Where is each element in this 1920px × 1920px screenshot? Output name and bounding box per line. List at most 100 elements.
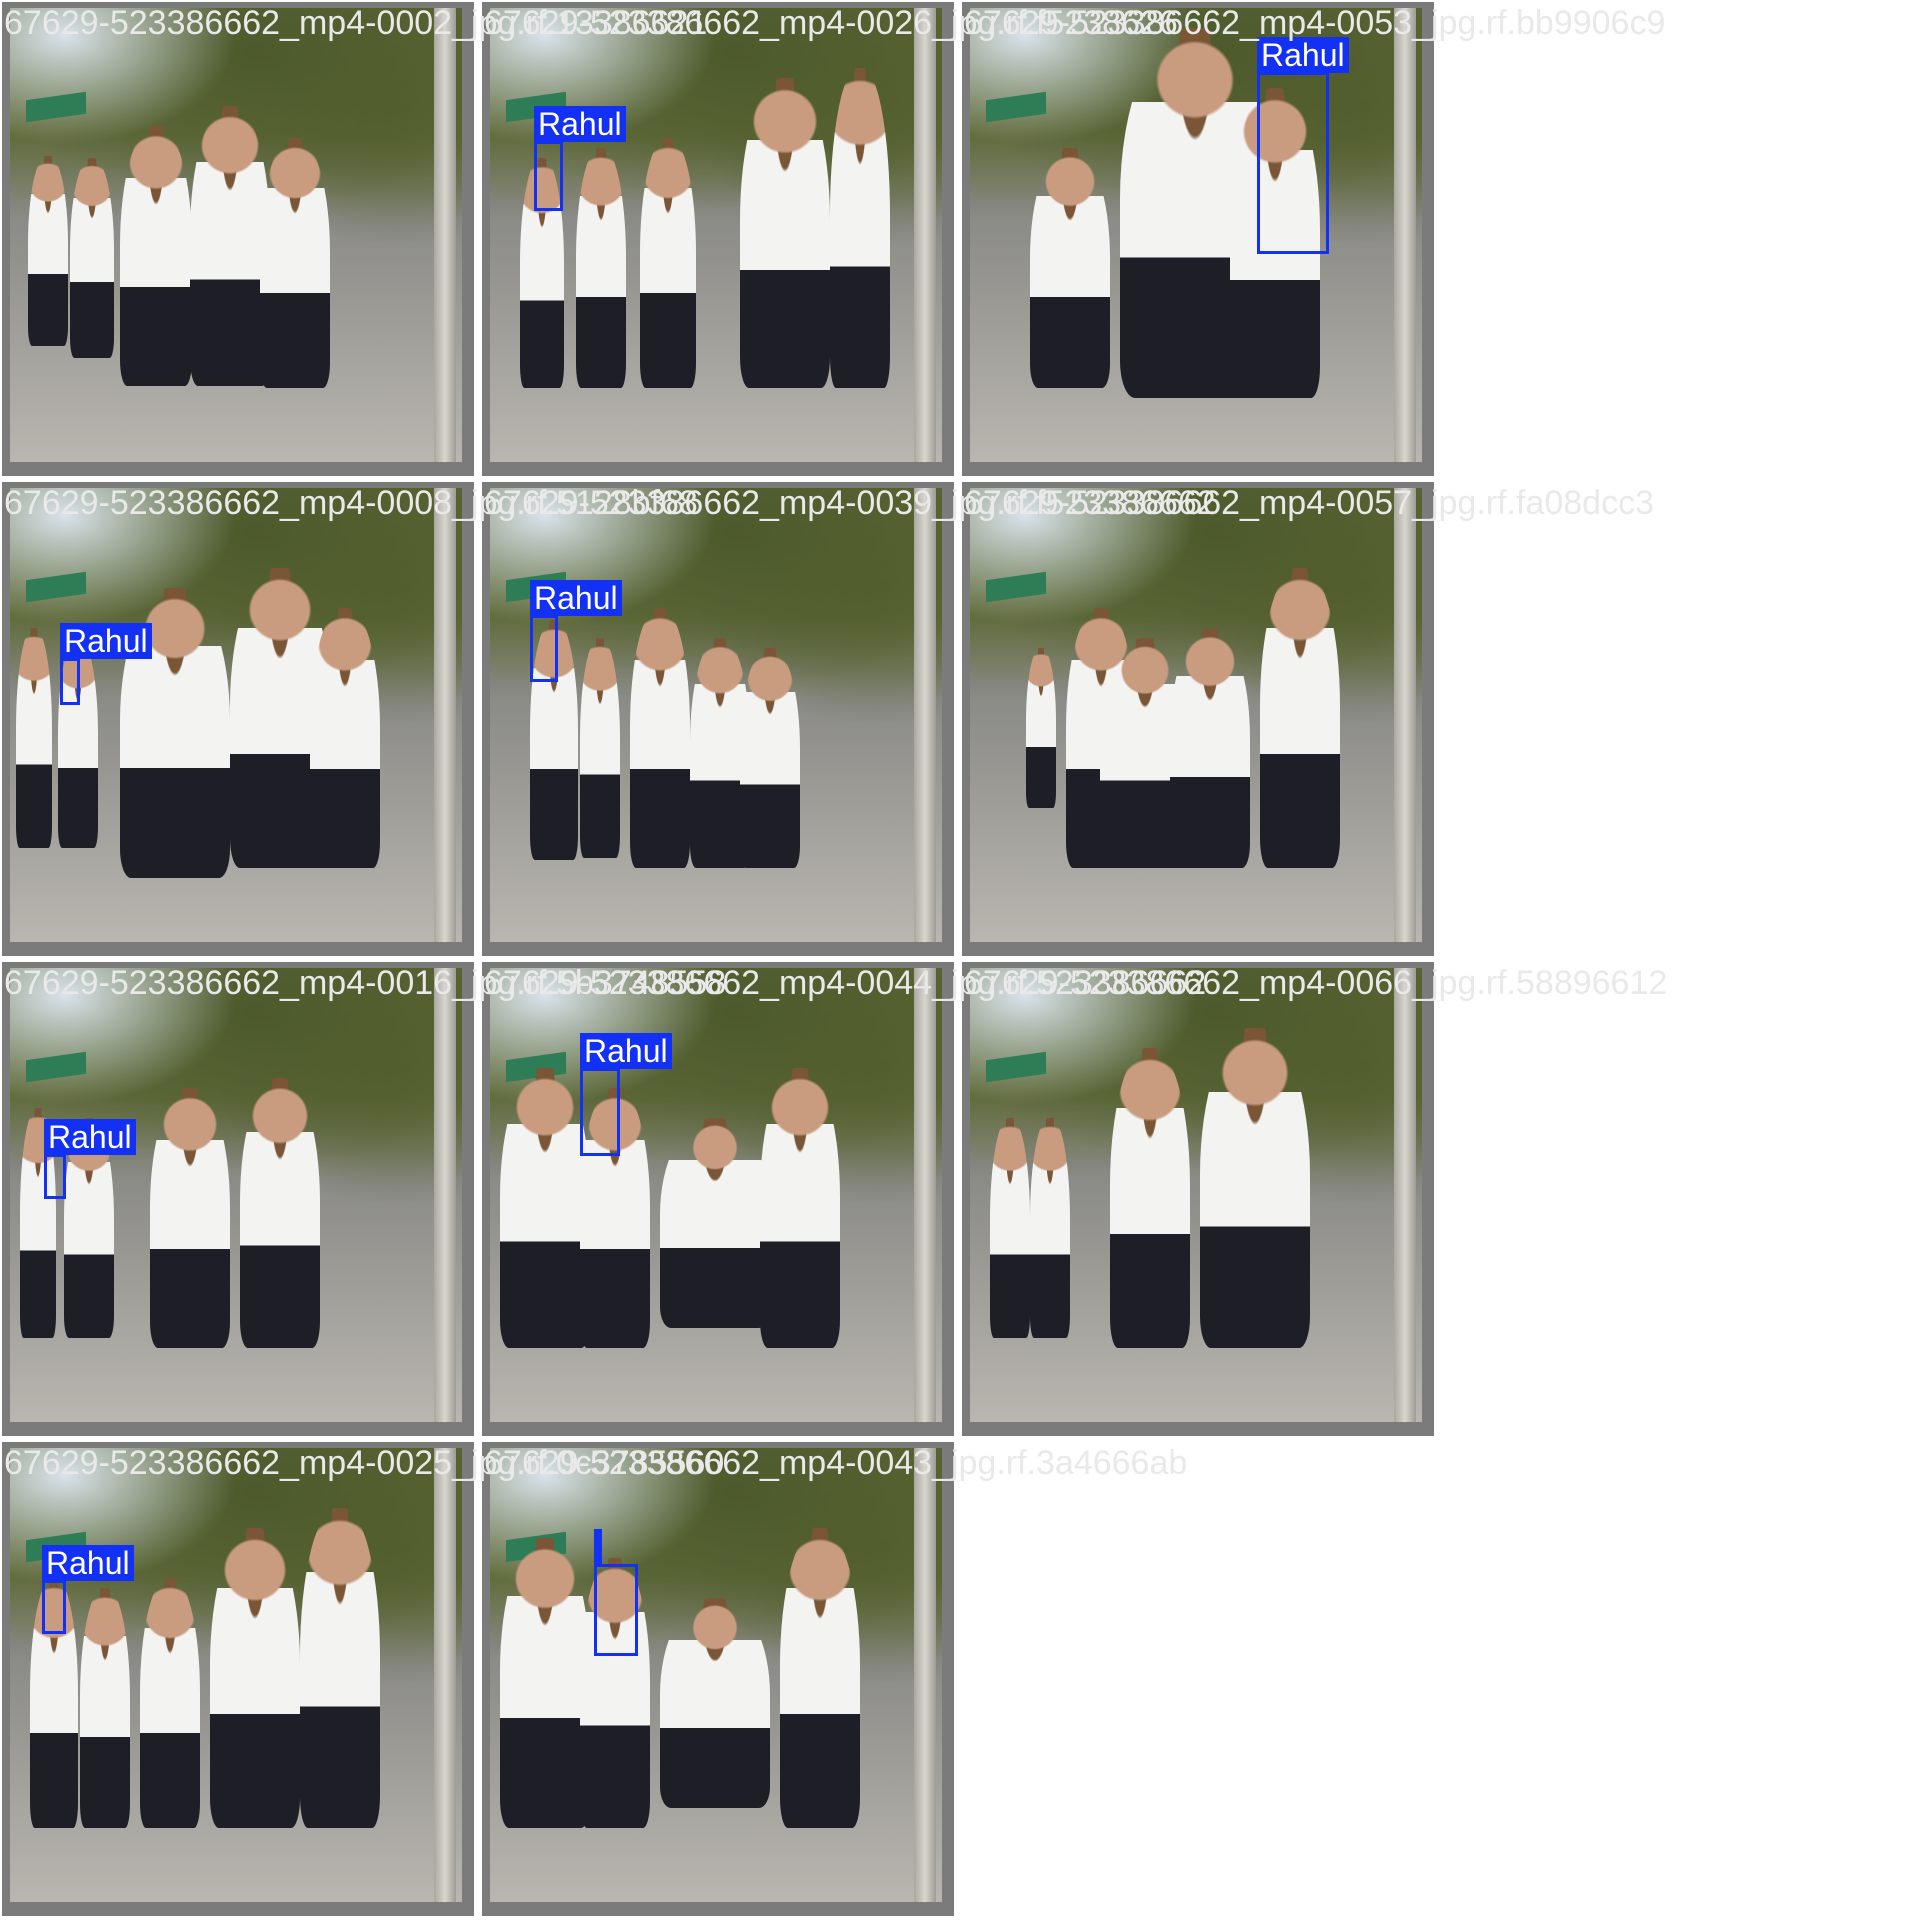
person — [70, 158, 114, 358]
person — [30, 1578, 78, 1828]
image-filename: 67629-523386662_mp4-0002_jpg.rf.13386621 — [4, 4, 708, 42]
pillar — [434, 968, 456, 1422]
person — [520, 158, 564, 388]
person — [1110, 1048, 1190, 1348]
person — [740, 648, 800, 868]
photo — [970, 968, 1422, 1422]
photo: Rahul — [490, 8, 942, 462]
bounding-box: Rahul — [534, 106, 626, 211]
bounding-box — [594, 1529, 638, 1656]
person — [760, 1068, 840, 1348]
class-label — [594, 1529, 602, 1565]
image-filename: 67629-523386662_mp4-0016_jpg.rf.5b374855… — [4, 964, 727, 1002]
person — [530, 620, 578, 860]
image-filename: 67629-523386662_mp4-0043_jpg.rf.3a4666ab — [484, 1444, 1188, 1482]
image-filename: 67629-523386662_mp4-0026_jpg.rf.f5238626 — [484, 4, 1178, 42]
person — [640, 138, 696, 388]
pillar — [914, 1448, 936, 1902]
image-filename: 67629-523386662_mp4-0039_jpg.rf.f5233866… — [484, 484, 1216, 522]
person — [1260, 568, 1340, 868]
person — [1030, 1118, 1070, 1338]
person — [1026, 648, 1056, 808]
person — [780, 1528, 860, 1828]
pillar — [434, 488, 456, 942]
person — [1200, 1028, 1310, 1348]
person — [630, 608, 690, 868]
image-tile — [2, 2, 474, 476]
person — [500, 1538, 590, 1828]
roof — [26, 91, 86, 123]
photo: Rahul — [970, 8, 1422, 462]
person — [990, 1118, 1030, 1338]
class-label: Rahul — [44, 1119, 136, 1155]
bounding-box: Rahul — [42, 1545, 134, 1634]
person — [740, 78, 830, 388]
roof — [26, 1051, 86, 1083]
person — [120, 126, 192, 386]
image-tile: Rahul — [2, 482, 474, 956]
person — [1170, 628, 1250, 868]
person — [580, 1558, 650, 1828]
person — [240, 1078, 320, 1348]
pillar — [1394, 968, 1416, 1422]
class-label: Rahul — [60, 623, 152, 659]
person — [260, 138, 330, 388]
image-tile: Rahul — [482, 962, 954, 1436]
pillar — [434, 8, 456, 462]
person — [140, 1578, 200, 1828]
image-tile — [482, 1442, 954, 1916]
bounding-box: Rahul — [1257, 37, 1349, 254]
person — [210, 1528, 300, 1828]
person — [660, 1118, 770, 1328]
image-filename: 67629-523386662_mp4-0008_jpg.rf.5128bf68 — [4, 484, 698, 522]
person — [500, 1068, 590, 1348]
photo: Rahul — [10, 968, 462, 1422]
person — [580, 638, 620, 858]
pillar — [1394, 488, 1416, 942]
person — [310, 608, 380, 868]
photo: Rahul — [490, 488, 942, 942]
person — [1030, 148, 1110, 388]
class-label: Rahul — [580, 1033, 672, 1069]
image-filename: 67629-523386662_mp4-0044_jpg.rf.52338666… — [484, 964, 1207, 1002]
pillar — [434, 1448, 456, 1902]
person — [300, 1508, 380, 1828]
person — [150, 1088, 230, 1348]
person — [80, 1588, 130, 1828]
roof — [986, 571, 1046, 603]
image-tile: Rahul — [482, 482, 954, 956]
image-filename: 67629-523386662_mp4-0066_jpg.rf.58896612 — [964, 964, 1668, 1002]
photo — [490, 1448, 942, 1902]
class-label: Rahul — [1257, 37, 1349, 73]
photo: Rahul — [10, 1448, 462, 1902]
image-filename: 67629-523386662_mp4-0057_jpg.rf.fa08dcc3 — [964, 484, 1654, 522]
photo: Rahul — [490, 968, 942, 1422]
pillar — [914, 968, 936, 1422]
class-label: Rahul — [534, 106, 626, 142]
bounding-box: Rahul — [44, 1119, 136, 1199]
pillar — [1394, 8, 1416, 462]
image-filename: 67629-523386662_mp4-0053_jpg.rf.bb9906c9 — [964, 4, 1666, 42]
person — [1230, 88, 1320, 398]
image-tile — [962, 962, 1434, 1436]
person — [190, 106, 270, 386]
roof — [986, 1051, 1046, 1083]
image-tile — [962, 482, 1434, 956]
image-tile: Rahul — [482, 2, 954, 476]
photo: Rahul — [10, 488, 462, 942]
bounding-box: Rahul — [60, 623, 152, 705]
photo — [10, 8, 462, 462]
bounding-box: Rahul — [530, 580, 622, 682]
roof — [26, 571, 86, 603]
person — [28, 156, 68, 346]
photo — [970, 488, 1422, 942]
image-tile: Rahul — [2, 962, 474, 1436]
class-label: Rahul — [530, 580, 622, 616]
person — [580, 1088, 650, 1348]
class-label: Rahul — [42, 1545, 134, 1581]
image-tile: Rahul — [962, 2, 1434, 476]
pillar — [914, 8, 936, 462]
roof — [986, 91, 1046, 123]
bounding-box: Rahul — [580, 1033, 672, 1156]
person — [660, 1598, 770, 1808]
